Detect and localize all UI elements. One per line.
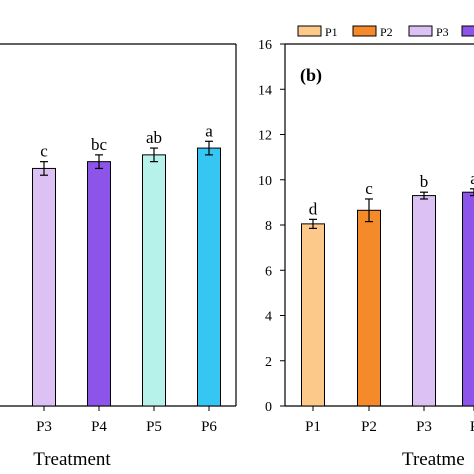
legend-label-p2: P2 bbox=[380, 25, 393, 39]
legend: P1 P2 P3 bbox=[297, 25, 474, 39]
panel-b-y-tick-label: 14 bbox=[258, 83, 272, 98]
panel-b-y-tick-label: 6 bbox=[265, 264, 272, 279]
panel-b-bars: d P1 c P2 b P3 a P bbox=[301, 169, 474, 435]
panel-b-significance-label: c bbox=[365, 179, 373, 198]
panel-b-bar-p2 bbox=[357, 209, 381, 407]
legend-label-p3: P3 bbox=[436, 25, 449, 39]
panel-a-x-tick-label: P3 bbox=[36, 419, 52, 435]
panel-b-y-tick-label: 10 bbox=[258, 174, 272, 189]
panel-b-x-tick-label: P bbox=[470, 419, 474, 435]
panel-b-label: (b) bbox=[300, 65, 322, 86]
panel-a-bars: c P3 bc P4 ab P5 a P6 bbox=[32, 121, 221, 435]
panel-b-y-tick-label: 4 bbox=[265, 310, 272, 325]
panel-a: c P3 bc P4 ab P5 a P6 Treatment bbox=[0, 43, 237, 470]
panel-a-significance-label: bc bbox=[91, 135, 108, 154]
panel-b: 0 2 4 6 8 10 12 14 16 d P1 c P2 b P3 a P (b) P1 P2 P3 Tre… bbox=[258, 25, 474, 470]
panel-b-y-tick-label: 2 bbox=[265, 355, 272, 370]
legend-swatch-p3 bbox=[408, 25, 433, 37]
legend-swatch-p4 bbox=[461, 25, 474, 37]
panel-a-significance-label: a bbox=[205, 121, 213, 140]
panel-b-x-tick-label: P2 bbox=[361, 419, 377, 435]
panel-b-significance-label: d bbox=[309, 199, 318, 218]
panel-a-bar-p5 bbox=[142, 154, 166, 407]
legend-label-p1: P1 bbox=[325, 25, 338, 39]
panel-a-x-axis-title: Treatment bbox=[33, 449, 111, 470]
panel-b-y-tick-label: 0 bbox=[265, 400, 272, 415]
panel-b-significance-label: b bbox=[420, 172, 429, 191]
panel-a-significance-label: c bbox=[40, 142, 48, 161]
panel-a-x-tick-label: P6 bbox=[201, 419, 217, 435]
legend-swatch-p2 bbox=[352, 25, 377, 37]
panel-a-x-tick-label: P4 bbox=[91, 419, 107, 435]
panel-b-significance-label: a bbox=[470, 169, 474, 188]
legend-swatch-p1 bbox=[297, 25, 322, 37]
panel-b-y-tick-label: 8 bbox=[265, 219, 272, 234]
panel-b-y-tick-label: 12 bbox=[258, 129, 272, 144]
panel-b-x-tick-label: P1 bbox=[305, 419, 321, 435]
panel-a-bar-p6 bbox=[197, 147, 221, 407]
panel-b-x-axis-title: Treatme bbox=[402, 449, 465, 470]
panel-b-bar-p4 bbox=[462, 191, 474, 407]
panel-a-bar-p3 bbox=[32, 167, 56, 407]
panel-a-bar-p4 bbox=[87, 161, 111, 407]
panel-b-x-tick-label: P3 bbox=[416, 419, 432, 435]
panel-b-bar-p1 bbox=[301, 223, 325, 407]
panel-b-bar-p3 bbox=[412, 195, 436, 407]
panel-b-y-tick-label: 16 bbox=[258, 38, 272, 53]
panel-a-significance-label: ab bbox=[146, 128, 162, 147]
panel-b-y-ticks: 0 2 4 6 8 10 12 14 16 bbox=[258, 38, 285, 415]
panel-a-x-tick-label: P5 bbox=[146, 419, 162, 435]
